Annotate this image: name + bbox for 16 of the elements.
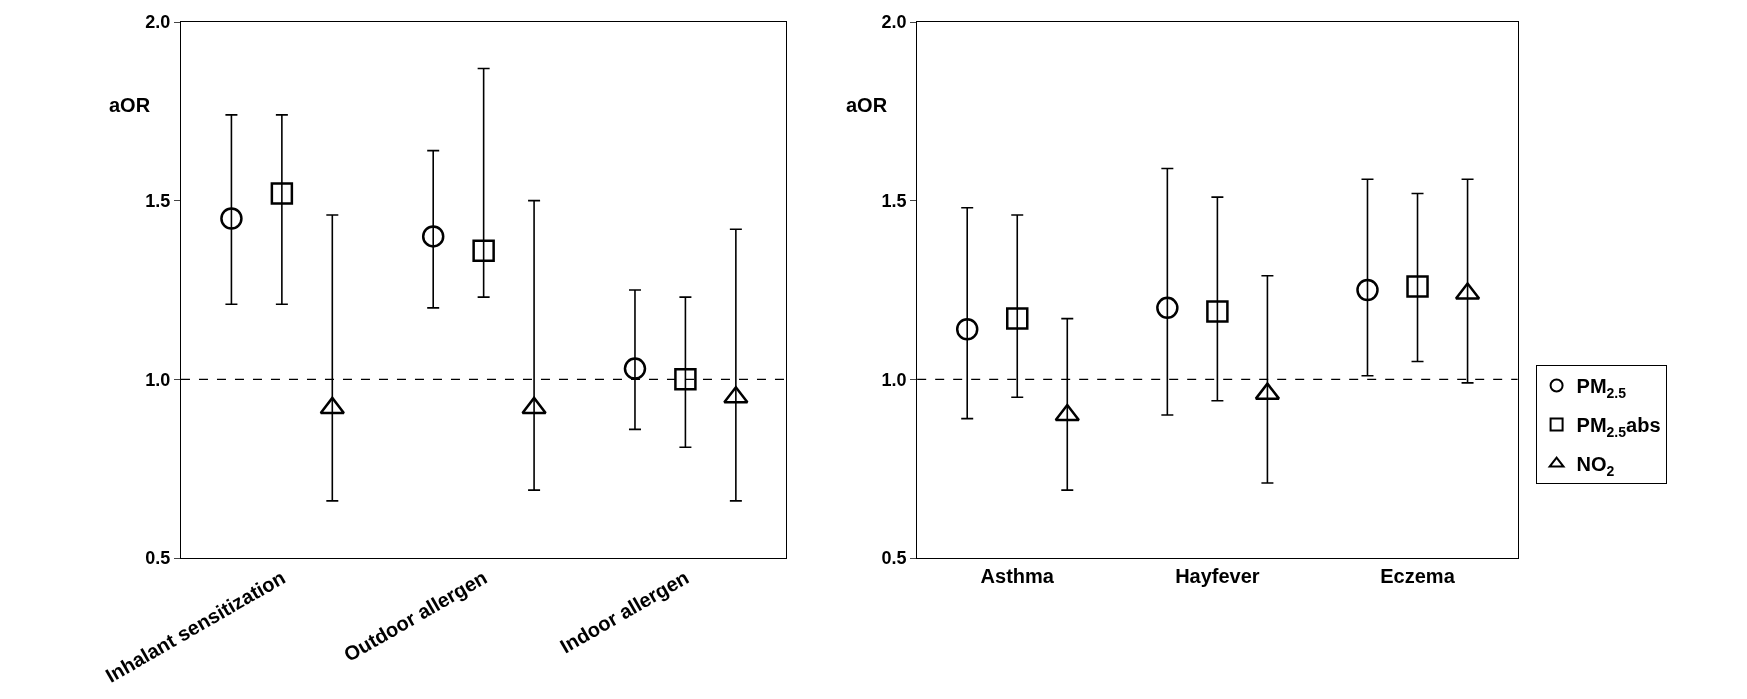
y-tick-label: 1.5 [881,190,907,211]
y-tick-label: 0.5 [145,548,171,569]
y-axis-title: aOR [109,94,151,116]
y-tick-label: 1.0 [881,369,907,390]
y-tick-label: 2.0 [881,12,907,33]
y-tick-label: 1.0 [145,369,171,390]
y-tick-label: 0.5 [881,548,907,569]
x-tick-label: Eczema [1380,565,1456,587]
legend-label: PM$_{2.5}$abs [1576,414,1661,440]
x-tick-label: Hayfever [1175,565,1260,587]
y-axis-title: aOR [846,94,888,116]
legend-label: NO$_{2}$ [1576,453,1615,479]
y-tick-label: 2.0 [145,12,171,33]
legend-label: PM$_{2.5}$ [1576,375,1627,401]
x-tick-label: Asthma [980,565,1055,587]
y-tick-label: 1.5 [145,190,171,211]
